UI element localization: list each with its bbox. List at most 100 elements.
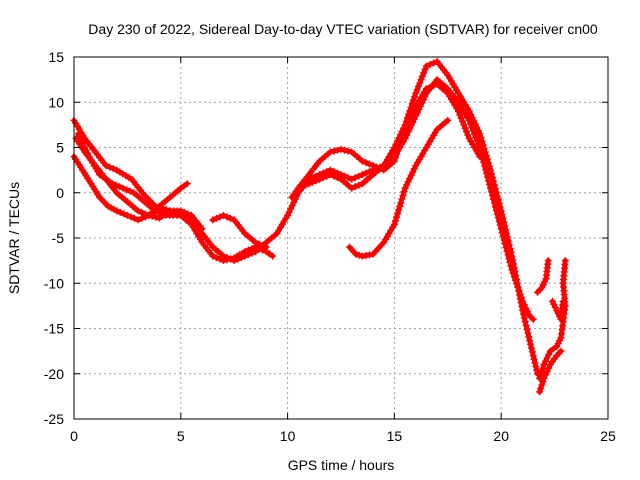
data-point-marker <box>409 96 417 104</box>
data-point-marker <box>259 242 267 249</box>
data-point-marker <box>116 208 124 216</box>
data-point-marker <box>422 62 430 70</box>
x-tick-label: 10 <box>280 428 296 444</box>
data-point-marker <box>528 344 535 352</box>
data-point-marker <box>393 150 401 158</box>
series-track-5 <box>209 211 270 251</box>
data-point-marker <box>508 252 516 260</box>
data-point-marker <box>183 180 191 188</box>
data-point-marker <box>223 213 231 221</box>
data-point-marker <box>541 278 549 286</box>
data-point-marker <box>134 207 142 215</box>
series-track-11 <box>536 347 565 396</box>
data-point-marker <box>426 83 434 91</box>
data-point-marker <box>456 111 464 119</box>
data-point-marker <box>422 85 430 93</box>
data-point-marker <box>491 185 499 193</box>
data-point-marker <box>543 368 551 375</box>
data-point-marker <box>407 103 415 111</box>
y-tick-label: -20 <box>44 366 64 382</box>
data-point-marker <box>269 252 277 260</box>
data-point-marker <box>330 172 338 180</box>
data-point-marker <box>395 206 403 214</box>
data-point-marker <box>507 248 515 256</box>
data-point-marker <box>499 214 507 222</box>
data-point-marker <box>403 181 411 189</box>
data-point-marker <box>510 264 518 272</box>
data-point-marker <box>138 208 146 216</box>
data-point-marker <box>405 110 413 118</box>
data-point-marker <box>544 257 552 265</box>
data-point-marker <box>513 275 520 283</box>
data-point-marker <box>538 381 546 389</box>
series-track-12 <box>549 297 567 323</box>
data-point-marker <box>517 299 525 307</box>
data-point-marker <box>80 143 88 151</box>
x-axis-label: GPS time / hours <box>288 457 395 473</box>
y-axis-label: SDTVAR / TECUs <box>6 182 22 294</box>
data-point-marker <box>366 168 373 176</box>
data-point-marker <box>523 325 531 333</box>
data-point-marker <box>113 207 121 215</box>
data-point-marker <box>478 137 486 145</box>
data-point-marker <box>484 159 492 167</box>
data-point-marker <box>227 255 235 263</box>
data-point-marker <box>309 178 316 186</box>
data-point-marker <box>524 329 532 337</box>
data-point-marker <box>319 174 327 182</box>
data-point-marker <box>330 147 338 155</box>
data-point-marker <box>392 154 400 162</box>
data-point-marker <box>516 291 523 299</box>
data-point-marker <box>237 254 245 262</box>
data-point-marker <box>505 241 513 249</box>
data-point-marker <box>518 303 526 310</box>
data-point-marker <box>394 210 402 218</box>
data-point-marker <box>506 245 514 253</box>
data-point-marker <box>545 364 553 372</box>
data-point-marker <box>151 207 159 215</box>
series-band <box>71 117 276 264</box>
data-point-marker <box>333 146 341 154</box>
data-point-marker <box>521 318 529 326</box>
data-point-marker <box>400 188 408 196</box>
data-point-marker <box>519 310 527 318</box>
data-point-marker <box>527 340 535 348</box>
data-point-marker <box>106 163 114 171</box>
data-point-marker <box>155 208 163 216</box>
data-point-marker <box>244 251 252 259</box>
series-track-1 <box>70 116 277 265</box>
data-point-marker <box>460 121 468 129</box>
data-point-marker <box>416 79 424 87</box>
data-point-marker <box>502 226 510 234</box>
data-point-marker <box>119 184 127 192</box>
data-point-marker <box>553 343 561 351</box>
data-point-marker <box>305 180 313 188</box>
data-point-marker <box>540 374 548 382</box>
data-series <box>70 58 569 396</box>
data-point-marker <box>539 378 547 386</box>
y-tick-label: -5 <box>52 230 65 246</box>
data-point-marker <box>483 155 491 163</box>
data-point-marker <box>352 250 360 258</box>
data-point-marker <box>131 214 138 222</box>
data-point-marker <box>509 256 517 264</box>
data-point-marker <box>559 297 567 305</box>
data-point-marker <box>123 211 131 219</box>
data-point-marker <box>426 61 434 68</box>
data-point-marker <box>407 171 415 179</box>
data-point-marker <box>511 268 519 276</box>
data-point-marker <box>557 347 565 355</box>
data-point-marker <box>252 239 260 246</box>
data-point-marker <box>532 363 540 370</box>
data-point-marker <box>390 157 398 165</box>
data-point-marker <box>180 213 188 221</box>
series-track-3 <box>70 153 191 224</box>
data-point-marker <box>554 340 562 348</box>
x-tick-label: 15 <box>387 428 403 444</box>
data-point-marker <box>501 222 509 230</box>
data-point-marker <box>141 213 149 221</box>
series-track-4 <box>74 76 537 323</box>
data-point-marker <box>348 175 356 183</box>
data-point-marker <box>516 295 524 303</box>
data-point-marker <box>409 168 417 176</box>
